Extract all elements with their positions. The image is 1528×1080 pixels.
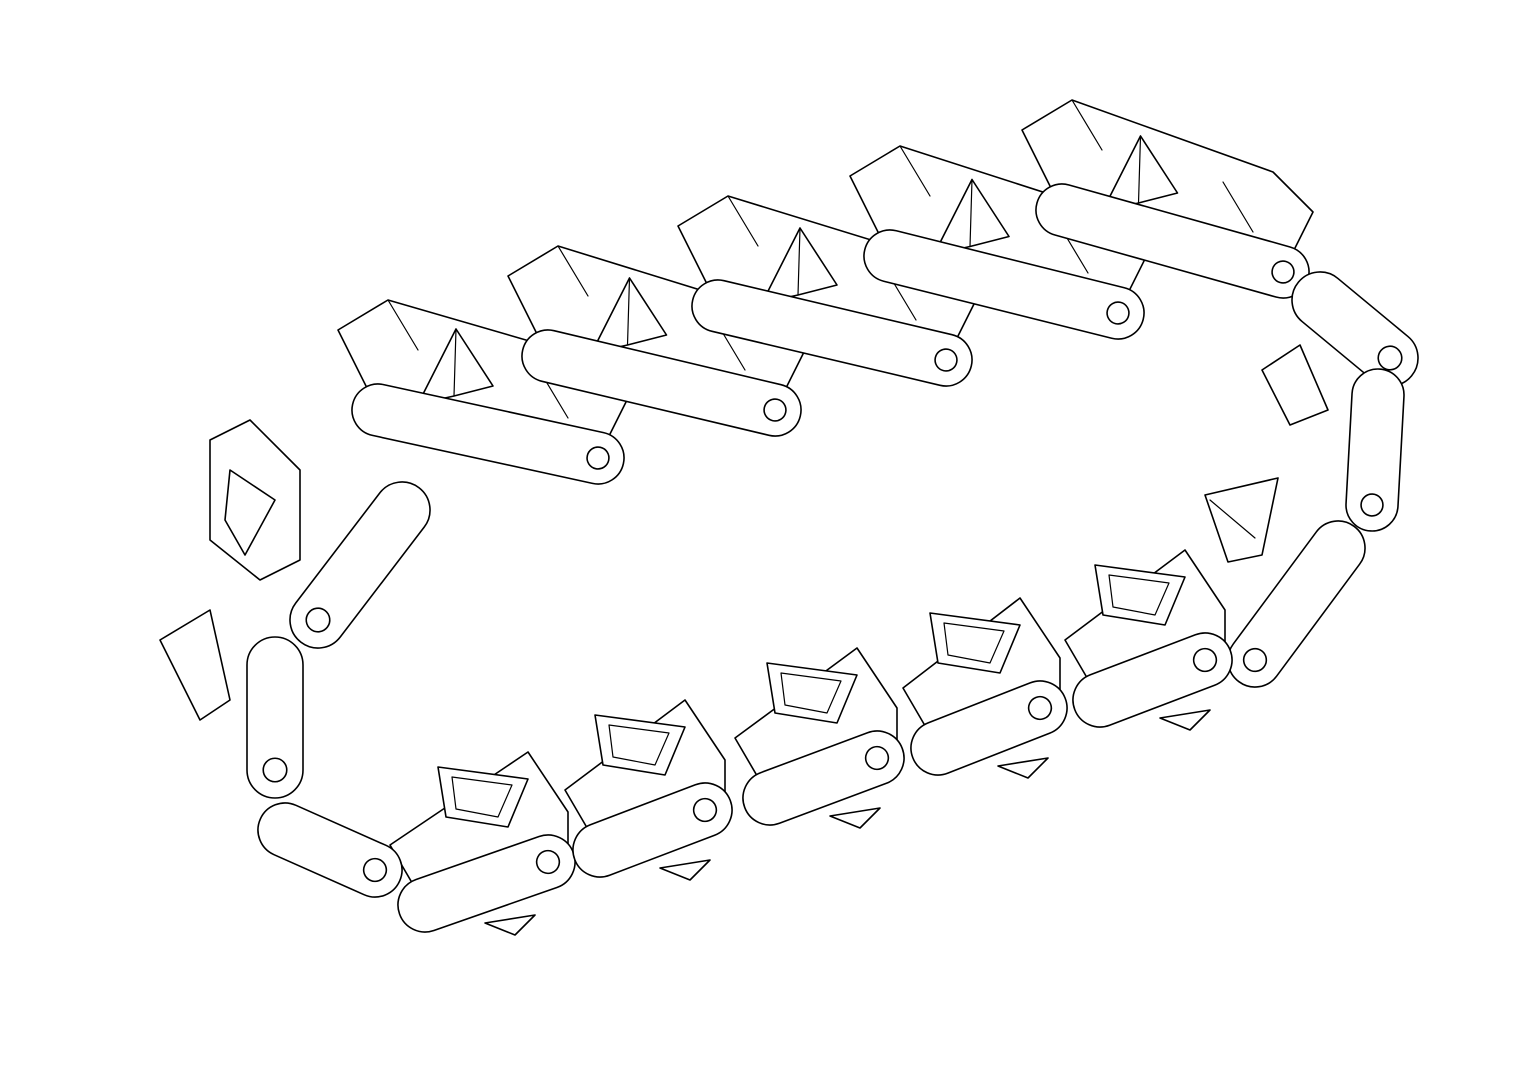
pin-hole [535, 849, 561, 875]
link-barrel [246, 636, 304, 799]
link-barrel [742, 730, 905, 826]
tooth-edge [1137, 135, 1142, 204]
link-barrel [691, 279, 973, 387]
front-link-barrel [910, 680, 1068, 776]
back-link-barrel [863, 229, 1145, 340]
front-link-barrel [1072, 632, 1233, 728]
pin-hole [1027, 695, 1053, 721]
link-barrel [863, 229, 1145, 340]
right-end-tooth [1261, 344, 1329, 426]
link-barrel [521, 329, 802, 437]
front-left-corner-barrel [257, 802, 403, 898]
link-barrel [1345, 368, 1405, 532]
back-link-barrel [351, 383, 625, 485]
left-end-tooth [224, 469, 276, 556]
front-link-barrel [742, 730, 905, 826]
grouser-spike [997, 757, 1049, 779]
block-edge [387, 299, 419, 351]
link-barrel [257, 802, 403, 898]
front-link-socket [594, 714, 686, 776]
right-end-barrel-mid [1345, 368, 1405, 532]
left-end-links [159, 419, 431, 799]
link-barrel [1072, 632, 1233, 728]
grouser-spike [659, 859, 711, 881]
pin-hole [1242, 647, 1268, 673]
front-link-socket [1094, 564, 1186, 626]
left-end-barrel-mid [246, 636, 304, 799]
front-row-links [257, 549, 1233, 936]
link-barrel [289, 481, 431, 649]
right-end-links [1204, 271, 1419, 688]
front-link-socket [929, 612, 1021, 674]
pin-hole [864, 745, 890, 771]
front-link-barrel [572, 782, 733, 878]
pin-hole [586, 446, 610, 470]
right-end-socket [1204, 477, 1279, 563]
link-barrel [572, 782, 733, 878]
right-end-barrel-top [1291, 271, 1419, 387]
socket-inner [1108, 574, 1170, 616]
link-barrel [351, 383, 625, 485]
back-link-barrel [521, 329, 802, 437]
front-link-socket [766, 662, 858, 724]
pin-hole [934, 348, 958, 372]
socket-inner [451, 776, 513, 818]
socket-inner [780, 672, 842, 714]
right-end-barrel-low [1227, 520, 1366, 688]
block-edge [1222, 181, 1254, 233]
pin-hole [692, 797, 718, 823]
block-edge [899, 145, 931, 197]
pin-hole [1271, 260, 1295, 284]
back-row-links [337, 99, 1314, 485]
pin-hole [1192, 647, 1218, 673]
grouser-spike [484, 914, 536, 936]
left-end-block-low [159, 609, 231, 721]
link-barrel [910, 680, 1068, 776]
block-edge [1071, 99, 1103, 151]
block-edge [557, 245, 589, 297]
front-link-socket [437, 766, 529, 828]
socket-edge [1209, 499, 1256, 539]
tooth-edge [969, 178, 973, 248]
back-link-barrel [1035, 183, 1310, 299]
pin-hole [262, 757, 288, 783]
back-link-barrel [691, 279, 973, 387]
block-edge [727, 195, 759, 247]
socket-inner [943, 622, 1005, 664]
grouser-spike [829, 807, 881, 829]
left-end-barrel-top [289, 481, 431, 649]
link-barrel [1227, 520, 1366, 688]
tooth-edge [797, 227, 801, 296]
pin-hole [1377, 345, 1403, 371]
pin-hole [1360, 493, 1384, 517]
tooth-edge [453, 328, 457, 397]
pin-hole [362, 857, 388, 883]
socket-inner [608, 724, 670, 766]
pin-hole [305, 607, 331, 633]
pin-hole [1106, 301, 1130, 325]
tooth-edge [626, 277, 631, 346]
grouser-spike [1159, 709, 1211, 731]
pin-hole [763, 398, 787, 422]
